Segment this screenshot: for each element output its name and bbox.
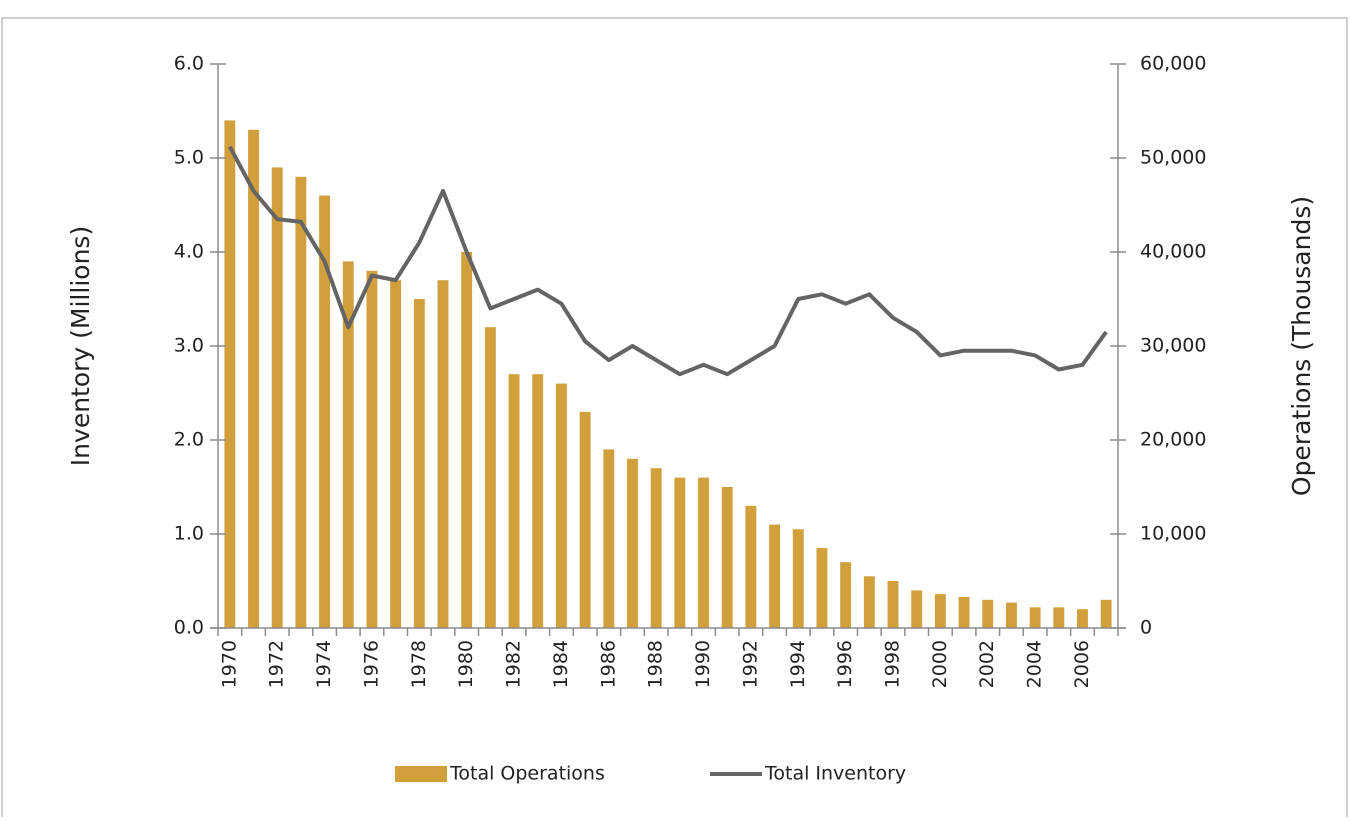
bar [437,280,449,628]
legend-label: Total Inventory [764,763,906,785]
x-tick-label: 1992 [739,640,761,688]
bar [1053,607,1065,628]
x-tick-label: 1996 [834,640,856,688]
bar [532,374,544,628]
x-tick-label: 1976 [360,640,382,688]
x-tick-label: 2002 [976,640,998,688]
bar [461,252,473,628]
bar [484,327,496,628]
y-tick-label: 2.0 [174,429,204,451]
bar [816,548,828,628]
y2-tick-label: 50,000 [1140,147,1206,169]
bar [342,261,354,628]
x-tick-label: 1970 [218,640,240,688]
bar [887,581,899,628]
bar [508,374,520,628]
bar [555,383,567,628]
y2-tick-label: 20,000 [1140,429,1206,451]
bar [1005,602,1017,628]
legend-label: Total Operations [449,763,605,785]
bar [721,487,733,628]
legend-swatch [395,766,447,782]
bar [674,477,686,628]
x-tick-label: 1986 [597,640,619,688]
y-tick-label: 4.0 [174,241,204,263]
bar [603,449,615,628]
bar [650,468,662,628]
bar [295,176,307,629]
y-tick-label: 1.0 [174,523,204,545]
bar [1100,599,1112,628]
y-tick-label: 6.0 [174,53,204,75]
bar [745,505,757,628]
y2-tick-label: 10,000 [1140,523,1206,545]
bar [579,411,591,628]
bar [911,590,923,628]
x-tick-label: 1988 [645,640,667,688]
x-tick-label: 1984 [550,640,572,688]
bar [627,458,638,628]
x-tick-label: 1978 [408,640,430,688]
bar [958,596,970,628]
x-tick-label: 1974 [313,640,335,688]
bar [366,270,378,628]
y2-tick-label: 40,000 [1140,241,1206,263]
y-tick-label: 3.0 [174,335,204,357]
x-tick-label: 1994 [787,640,809,688]
y-tick-label: 5.0 [174,147,204,169]
y2-tick-label: 60,000 [1140,53,1206,75]
bar [863,576,875,628]
x-tick-label: 2006 [1071,640,1093,688]
bar [698,477,709,628]
bar [319,195,331,628]
y2-tick-label: 30,000 [1140,335,1206,357]
y-tick-label: 0.0 [174,617,204,639]
bar [792,529,804,628]
x-tick-label: 2000 [929,640,951,688]
x-tick-label: 1998 [882,640,904,688]
bar [271,167,283,628]
bar [840,562,852,628]
x-tick-label: 2004 [1024,640,1046,688]
bar [1029,607,1041,628]
bar [224,120,236,629]
line [228,145,1108,377]
y-axis-title: Inventory (Millions) [66,226,95,466]
x-tick-label: 1972 [266,640,288,688]
bar [390,280,402,628]
bar [1077,609,1088,628]
bar [934,594,946,628]
bar [248,129,259,629]
bar [982,599,994,628]
x-tick-label: 1990 [692,640,714,688]
x-tick-label: 1980 [455,640,477,688]
y2-tick-label: 0 [1140,617,1152,639]
x-tick-label: 1982 [503,640,525,688]
bar [769,524,781,628]
chart-frame [1,17,1348,821]
bar [413,299,425,628]
y2-axis-title: Operations (Thousands) [1287,196,1316,496]
